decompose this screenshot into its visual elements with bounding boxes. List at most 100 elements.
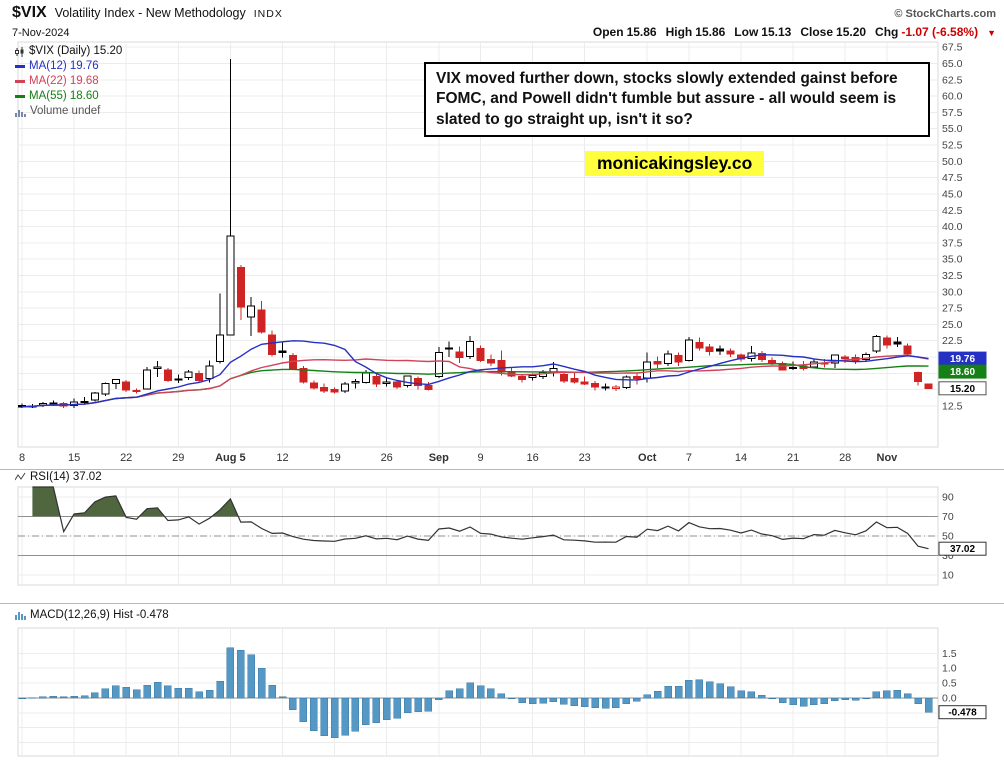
svg-text:90: 90 [942, 491, 954, 503]
legend-ma12-row: MA(12) 19.76 [15, 59, 122, 74]
quote-high: High 15.86 [666, 25, 726, 39]
quote-chg: Chg -1.07 (-6.58%) [875, 25, 978, 39]
legend-ma55: MA(55) 18.60 [29, 90, 99, 102]
svg-text:65.0: 65.0 [942, 58, 963, 70]
svg-text:21: 21 [787, 452, 799, 464]
open-value: 15.86 [626, 25, 657, 39]
svg-text:30: 30 [942, 550, 954, 562]
main-legend: $VIX (Daily) 15.20 MA(12) 19.76 MA(22) 1… [15, 44, 122, 119]
svg-text:30.0: 30.0 [942, 286, 963, 298]
rsi-label: RSI(14) 37.02 [30, 471, 102, 483]
svg-text:14: 14 [735, 452, 747, 464]
legend-ma22: MA(22) 19.68 [29, 75, 99, 87]
svg-text:7: 7 [686, 452, 692, 464]
svg-text:15: 15 [68, 452, 80, 464]
svg-text:23: 23 [579, 452, 591, 464]
svg-text:55.0: 55.0 [942, 123, 963, 135]
svg-text:28: 28 [839, 452, 851, 464]
svg-text:10: 10 [942, 570, 954, 582]
legend-volume: Volume undef [30, 105, 101, 117]
down-triangle-icon: ▼ [987, 28, 996, 38]
rsi-icon [15, 472, 26, 481]
svg-text:12.5: 12.5 [942, 400, 963, 412]
svg-text:42.5: 42.5 [942, 205, 963, 217]
chart-date: 7-Nov-2024 [12, 27, 70, 39]
svg-text:37.5: 37.5 [942, 237, 963, 249]
chart-title: Volatility Index - New Methodology [54, 6, 246, 20]
macd-label: MACD(12,26,9) Hist -0.478 [30, 609, 169, 621]
candlestick-icon [15, 46, 24, 57]
svg-text:70: 70 [942, 511, 954, 523]
brand-badge: monicakingsley.co [585, 151, 765, 176]
chg-label: Chg [875, 25, 899, 39]
svg-text:Nov: Nov [877, 452, 899, 464]
annotation-note: VIX moved further down, stocks slowly ex… [424, 62, 930, 138]
svg-text:Oct: Oct [638, 452, 657, 464]
svg-text:Sep: Sep [429, 452, 449, 464]
legend-ma55-row: MA(55) 18.60 [15, 89, 122, 104]
legend-ma22-row: MA(22) 19.68 [15, 74, 122, 89]
svg-text:19: 19 [328, 452, 340, 464]
svg-text:15.20: 15.20 [950, 384, 975, 395]
close-value: 15.20 [836, 25, 867, 39]
ma12-line [21, 340, 929, 408]
legend-ma12: MA(12) 19.76 [29, 60, 99, 72]
quote-strip: Open 15.86 High 15.86 Low 15.13 Close 15.20 … [593, 25, 996, 39]
svg-text:0.0: 0.0 [942, 693, 957, 705]
svg-text:45.0: 45.0 [942, 189, 963, 201]
svg-text:57.5: 57.5 [942, 107, 963, 119]
svg-text:25.0: 25.0 [942, 319, 963, 331]
macd-header: MACD(12,26,9) Hist -0.478 [15, 609, 169, 621]
rsi-line [32, 486, 929, 550]
quote-low: Low 15.13 [734, 25, 791, 39]
symbol: $VIX [12, 4, 47, 21]
svg-text:29: 29 [172, 452, 184, 464]
svg-text:50.0: 50.0 [942, 156, 963, 168]
volume-icon [15, 109, 26, 117]
svg-text:40.0: 40.0 [942, 221, 963, 233]
svg-text:22: 22 [120, 452, 132, 464]
chg-value: -1.07 (-6.58%) [901, 25, 979, 39]
macd-icon [15, 612, 26, 620]
ma22-line [21, 354, 929, 408]
legend-symbol: $VIX (Daily) 15.20 [29, 45, 123, 57]
open-label: Open [592, 25, 624, 39]
macd-histogram [18, 647, 933, 738]
svg-text:50: 50 [942, 531, 954, 543]
svg-text:35.0: 35.0 [942, 254, 963, 266]
ma55-swatch [15, 95, 25, 98]
svg-text:8: 8 [19, 452, 25, 464]
svg-text:Aug 5: Aug 5 [215, 452, 246, 464]
rsi-header: RSI(14) 37.02 [15, 471, 102, 483]
header-row-title: $VIX Volatility Index - New Methodology … [0, 0, 1004, 22]
svg-text:32.5: 32.5 [942, 270, 963, 282]
exchange-label: INDX [253, 8, 283, 20]
header: $VIX Volatility Index - New Methodology … [0, 0, 1004, 39]
svg-text:22.5: 22.5 [942, 335, 963, 347]
svg-text:18.60: 18.60 [950, 367, 975, 378]
quote-close: Close 15.20 [800, 25, 866, 39]
svg-text:37.02: 37.02 [950, 544, 975, 555]
ma12-swatch [15, 65, 25, 68]
svg-text:47.5: 47.5 [942, 172, 963, 184]
svg-text:16: 16 [526, 452, 538, 464]
svg-text:1.0: 1.0 [942, 663, 957, 675]
svg-text:9: 9 [477, 452, 483, 464]
legend-volume-row: Volume undef [15, 104, 122, 119]
source-credit: © StockCharts.com [894, 8, 996, 20]
low-value: 15.13 [761, 25, 792, 39]
high-label: High [665, 25, 693, 39]
annotation-text: VIX moved further down, stocks slowly ex… [436, 70, 898, 128]
svg-text:26: 26 [381, 452, 393, 464]
low-label: Low [734, 25, 759, 39]
svg-text:1.5: 1.5 [942, 648, 957, 660]
close-label: Close [800, 25, 834, 39]
svg-text:60.0: 60.0 [942, 91, 963, 103]
header-row-quote: 7-Nov-2024 Open 15.86 High 15.86 Low 15.13 … [0, 22, 1004, 39]
svg-text:52.5: 52.5 [942, 140, 963, 152]
svg-text:67.5: 67.5 [942, 42, 963, 54]
svg-text:12: 12 [276, 452, 288, 464]
rsi-overbought-fill [32, 487, 239, 517]
